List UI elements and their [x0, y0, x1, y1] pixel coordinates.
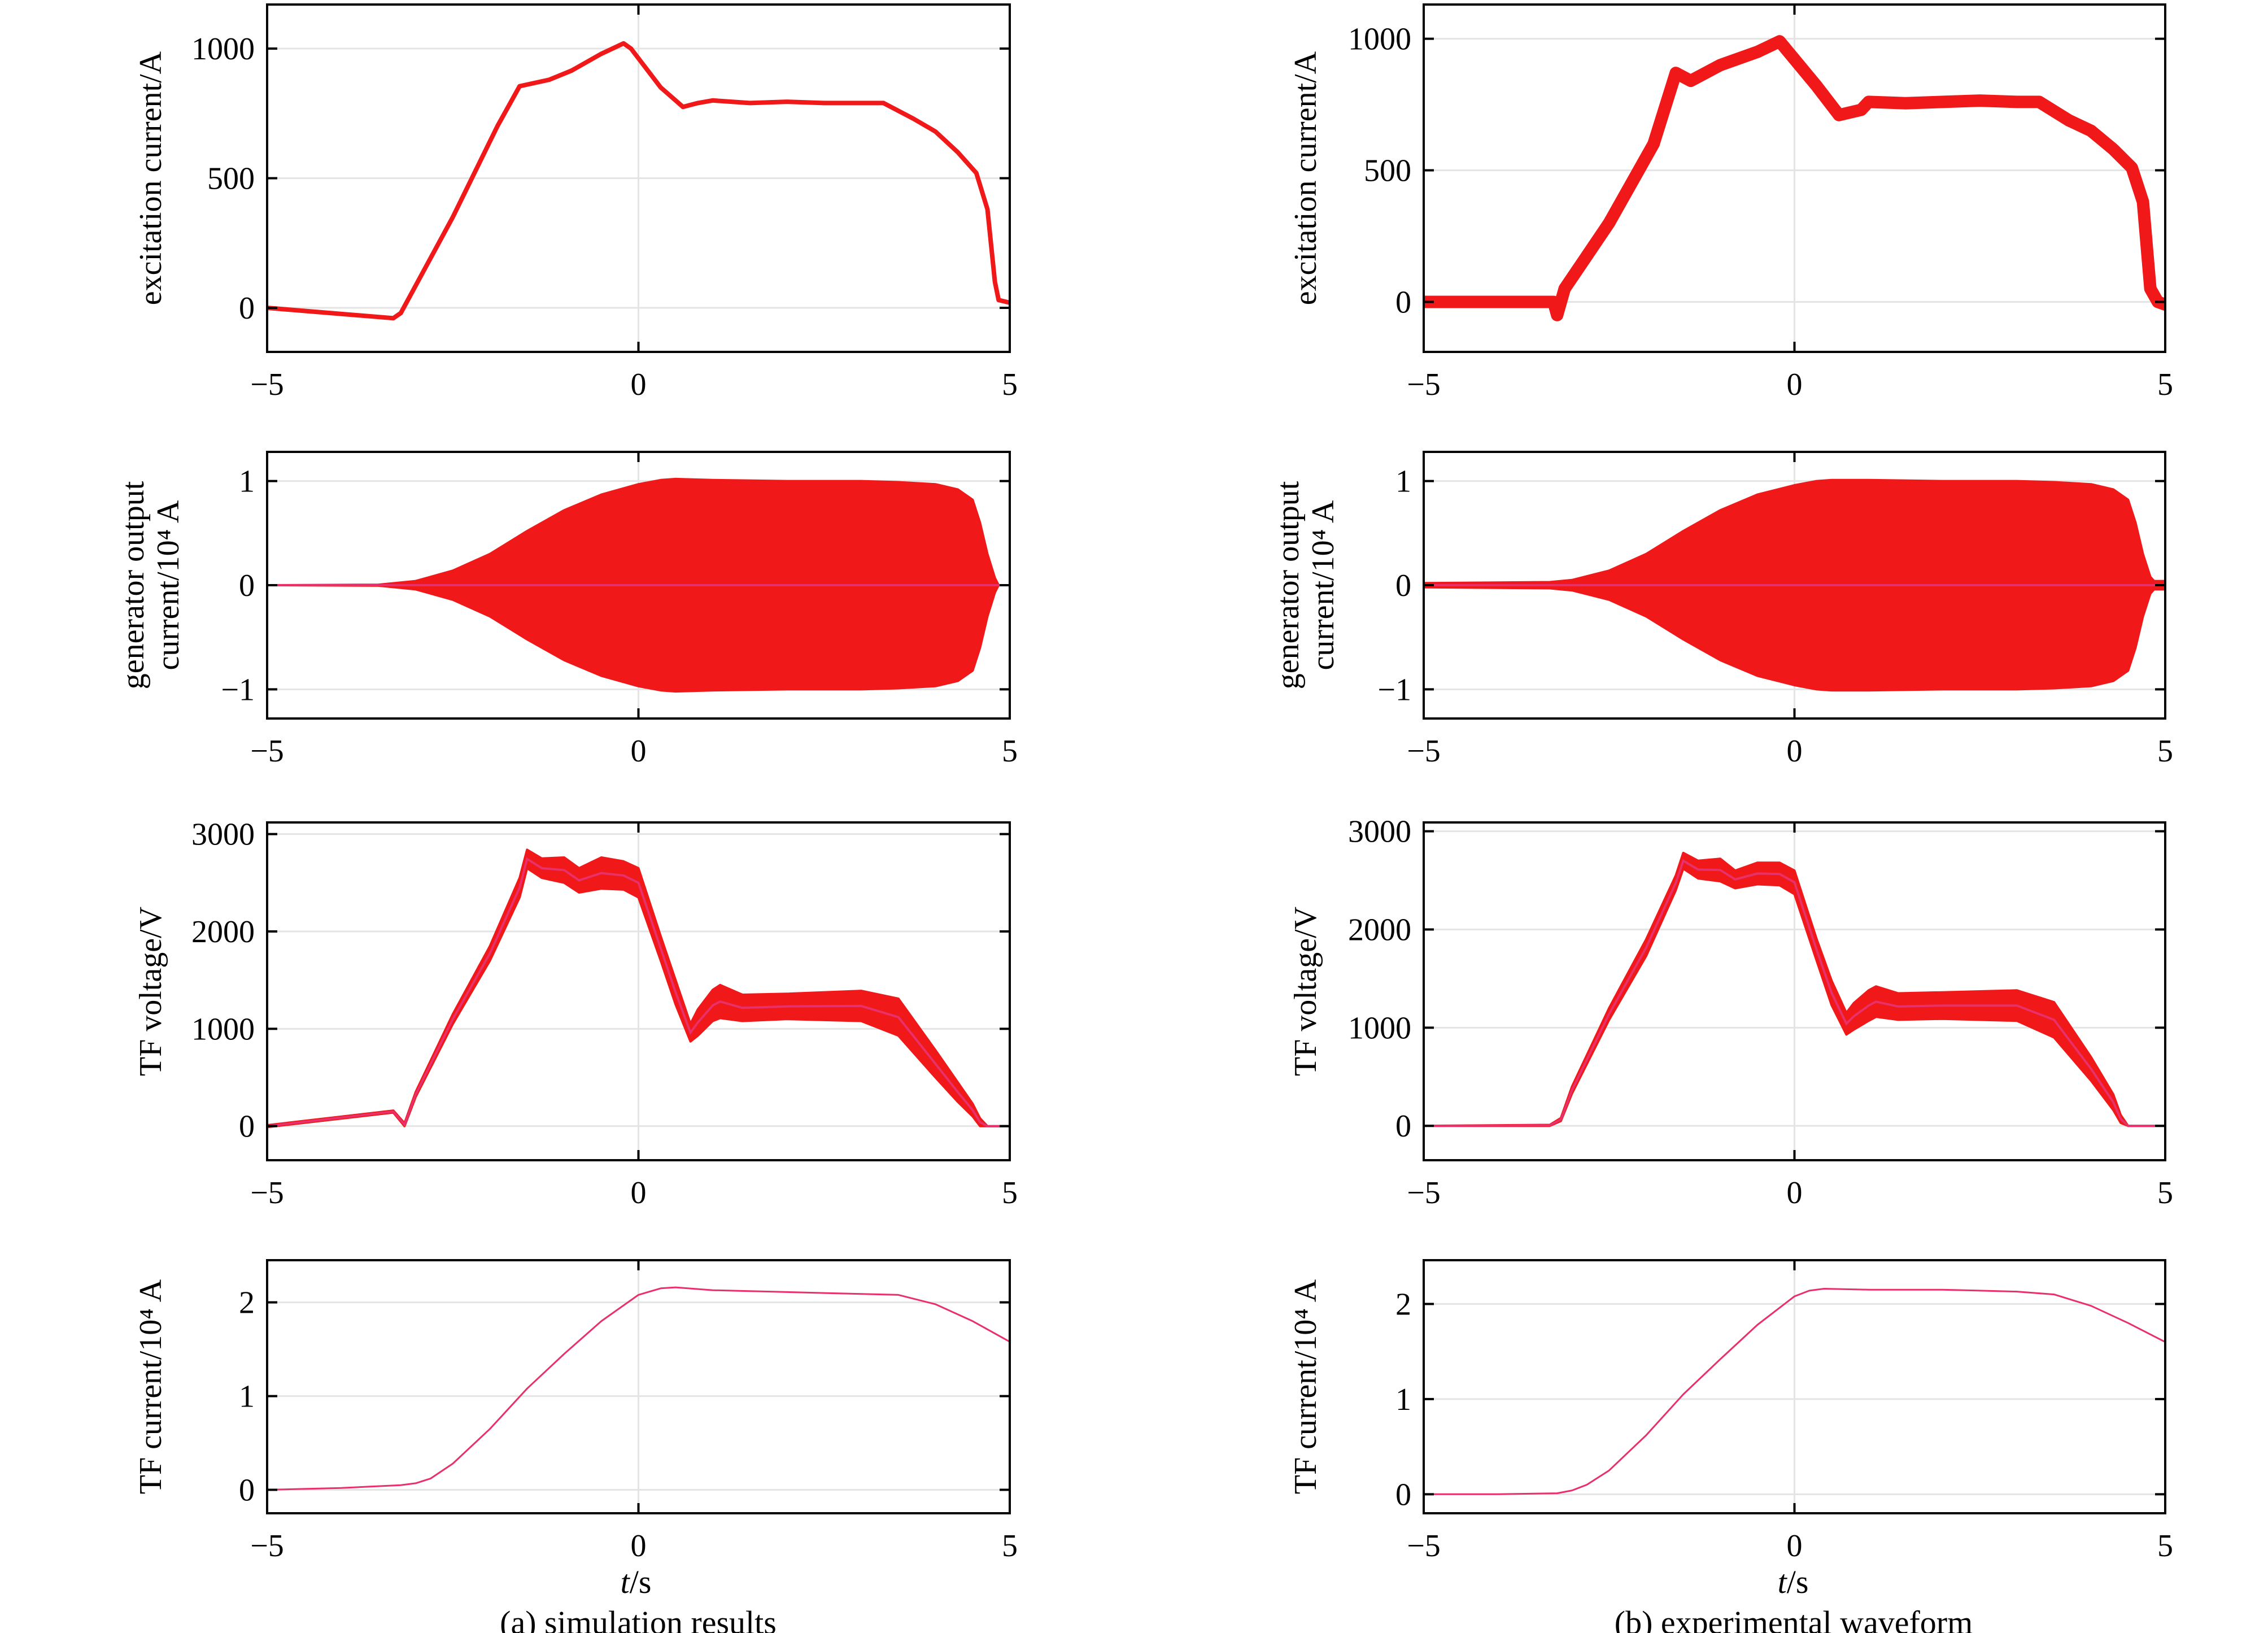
- x-tick-label: −5: [1407, 1175, 1441, 1210]
- y-axis-label: TF voltage/V: [1288, 907, 1323, 1076]
- y-tick-label: −1: [1377, 672, 1411, 707]
- y-axis-label: TF voltage/V: [133, 907, 168, 1076]
- y-axis-label: current/10⁴ A: [151, 500, 186, 670]
- x-tick-label: 5: [2157, 734, 2173, 769]
- y-axis-label: TF current/10⁴ A: [1288, 1279, 1323, 1494]
- y-tick-label: 1000: [191, 1012, 255, 1047]
- chart-b-tf_voltage: −5 0 5 0 1000 2000 3000 TF voltage/V: [1288, 815, 2173, 1210]
- series-group: [1424, 478, 2165, 692]
- y-tick-label: 0: [239, 568, 255, 603]
- x-tick-label: 5: [1002, 1529, 1018, 1564]
- series-line: [1424, 1288, 2165, 1495]
- x-tick-label: 5: [2157, 1175, 2173, 1210]
- y-tick-label: 0: [239, 1473, 255, 1508]
- y-tick-label: 0: [239, 1109, 255, 1144]
- x-tick-label: −5: [250, 734, 284, 769]
- chart-b-excitation: −5 0 5 0 500 1000 excitation current/A: [1288, 3, 2173, 402]
- x-tick-label: 0: [631, 1175, 647, 1210]
- y-tick-label: 0: [1395, 285, 1411, 320]
- y-tick-label: 2000: [191, 915, 255, 950]
- y-axis-label: excitation current/A: [133, 51, 168, 305]
- chart-b-gen_output: −5 0 5 −1 0 1 generator output current/10⁴ A: [1271, 451, 2173, 769]
- x-tick-label: 0: [631, 367, 647, 402]
- chart-a-tf_voltage: −5 0 5 0 1000 2000 3000 TF voltage/V: [133, 817, 1018, 1210]
- series-group: [1424, 851, 2165, 1127]
- caption-a: (a) simulation results: [500, 1604, 777, 1633]
- x-tick-label: −5: [250, 1529, 284, 1564]
- y-tick-label: 1: [1395, 1382, 1411, 1417]
- y-tick-label: −1: [221, 672, 255, 707]
- y-tick-label: 2000: [1348, 912, 1411, 947]
- series-group: [1424, 1288, 2165, 1495]
- series-line: [1424, 35, 2165, 321]
- y-tick-label: 1000: [191, 32, 255, 67]
- y-tick-label: 1: [239, 464, 255, 499]
- series-line: [267, 41, 1010, 321]
- y-tick-label: 3000: [1348, 815, 1411, 850]
- y-tick-label: 1000: [1348, 1011, 1411, 1046]
- x-tick-label: 0: [1787, 1529, 1803, 1564]
- y-tick-label: 1000: [1348, 22, 1411, 57]
- x-tick-label: −5: [250, 1175, 284, 1210]
- series-baseline: [267, 857, 1010, 1127]
- y-axis-label: generator output: [1271, 481, 1306, 689]
- series-group: [267, 848, 1010, 1129]
- y-tick-label: 0: [239, 291, 255, 326]
- x-tick-label: 5: [2157, 367, 2173, 402]
- x-tick-label: 0: [1787, 367, 1803, 402]
- y-tick-label: 1: [1395, 464, 1411, 499]
- x-tick-label: 5: [1002, 1175, 1018, 1210]
- xlabel-a: t/s: [621, 1564, 652, 1600]
- series-group: [267, 1286, 1010, 1491]
- y-tick-label: 0: [1395, 1477, 1411, 1512]
- x-tick-label: −5: [1407, 734, 1441, 769]
- x-tick-label: 5: [2157, 1529, 2173, 1564]
- y-tick-label: 1: [239, 1379, 255, 1414]
- chart-a-gen_output: −5 0 5 −1 0 1 generator output current/10⁴ A: [116, 451, 1018, 769]
- y-axis-label: current/10⁴ A: [1306, 500, 1341, 670]
- x-tick-label: 5: [1002, 734, 1018, 769]
- x-tick-label: −5: [1407, 1529, 1441, 1564]
- x-tick-label: 0: [631, 734, 647, 769]
- x-tick-label: 0: [1787, 1175, 1803, 1210]
- chart-a-tf_current: −5 0 5 0 1 2 TF current/10⁴ A: [133, 1259, 1018, 1564]
- series-group: [267, 41, 1010, 321]
- y-tick-label: 3000: [191, 817, 255, 852]
- chart-b-tf_current: −5 0 5 0 1 2 TF current/10⁴ A: [1288, 1259, 2173, 1564]
- y-tick-label: 500: [1364, 154, 1411, 189]
- y-axis-label: excitation current/A: [1288, 51, 1323, 305]
- series-line: [267, 1286, 1010, 1491]
- x-tick-label: −5: [1407, 367, 1441, 402]
- caption-b: (b) experimental waveform: [1615, 1604, 1973, 1633]
- y-tick-label: 0: [1395, 1109, 1411, 1144]
- y-tick-label: 0: [1395, 568, 1411, 603]
- y-tick-label: 2: [1395, 1287, 1411, 1322]
- series-envelope: [1424, 851, 2165, 1127]
- y-axis-label: TF current/10⁴ A: [133, 1279, 168, 1494]
- y-axis-label: generator output: [116, 481, 151, 689]
- x-tick-label: −5: [250, 367, 284, 402]
- xlabel-b: t/s: [1778, 1564, 1809, 1600]
- x-tick-label: 0: [631, 1529, 647, 1564]
- x-tick-label: 0: [1787, 734, 1803, 769]
- x-tick-label: 5: [1002, 367, 1018, 402]
- series-group: [267, 477, 1010, 693]
- y-tick-label: 2: [239, 1286, 255, 1321]
- chart-a-excitation: −5 0 5 0 500 1000 excitation current/A: [133, 3, 1018, 402]
- series-baseline: [1424, 859, 2165, 1127]
- series-group: [1424, 35, 2165, 321]
- y-tick-label: 500: [207, 162, 255, 197]
